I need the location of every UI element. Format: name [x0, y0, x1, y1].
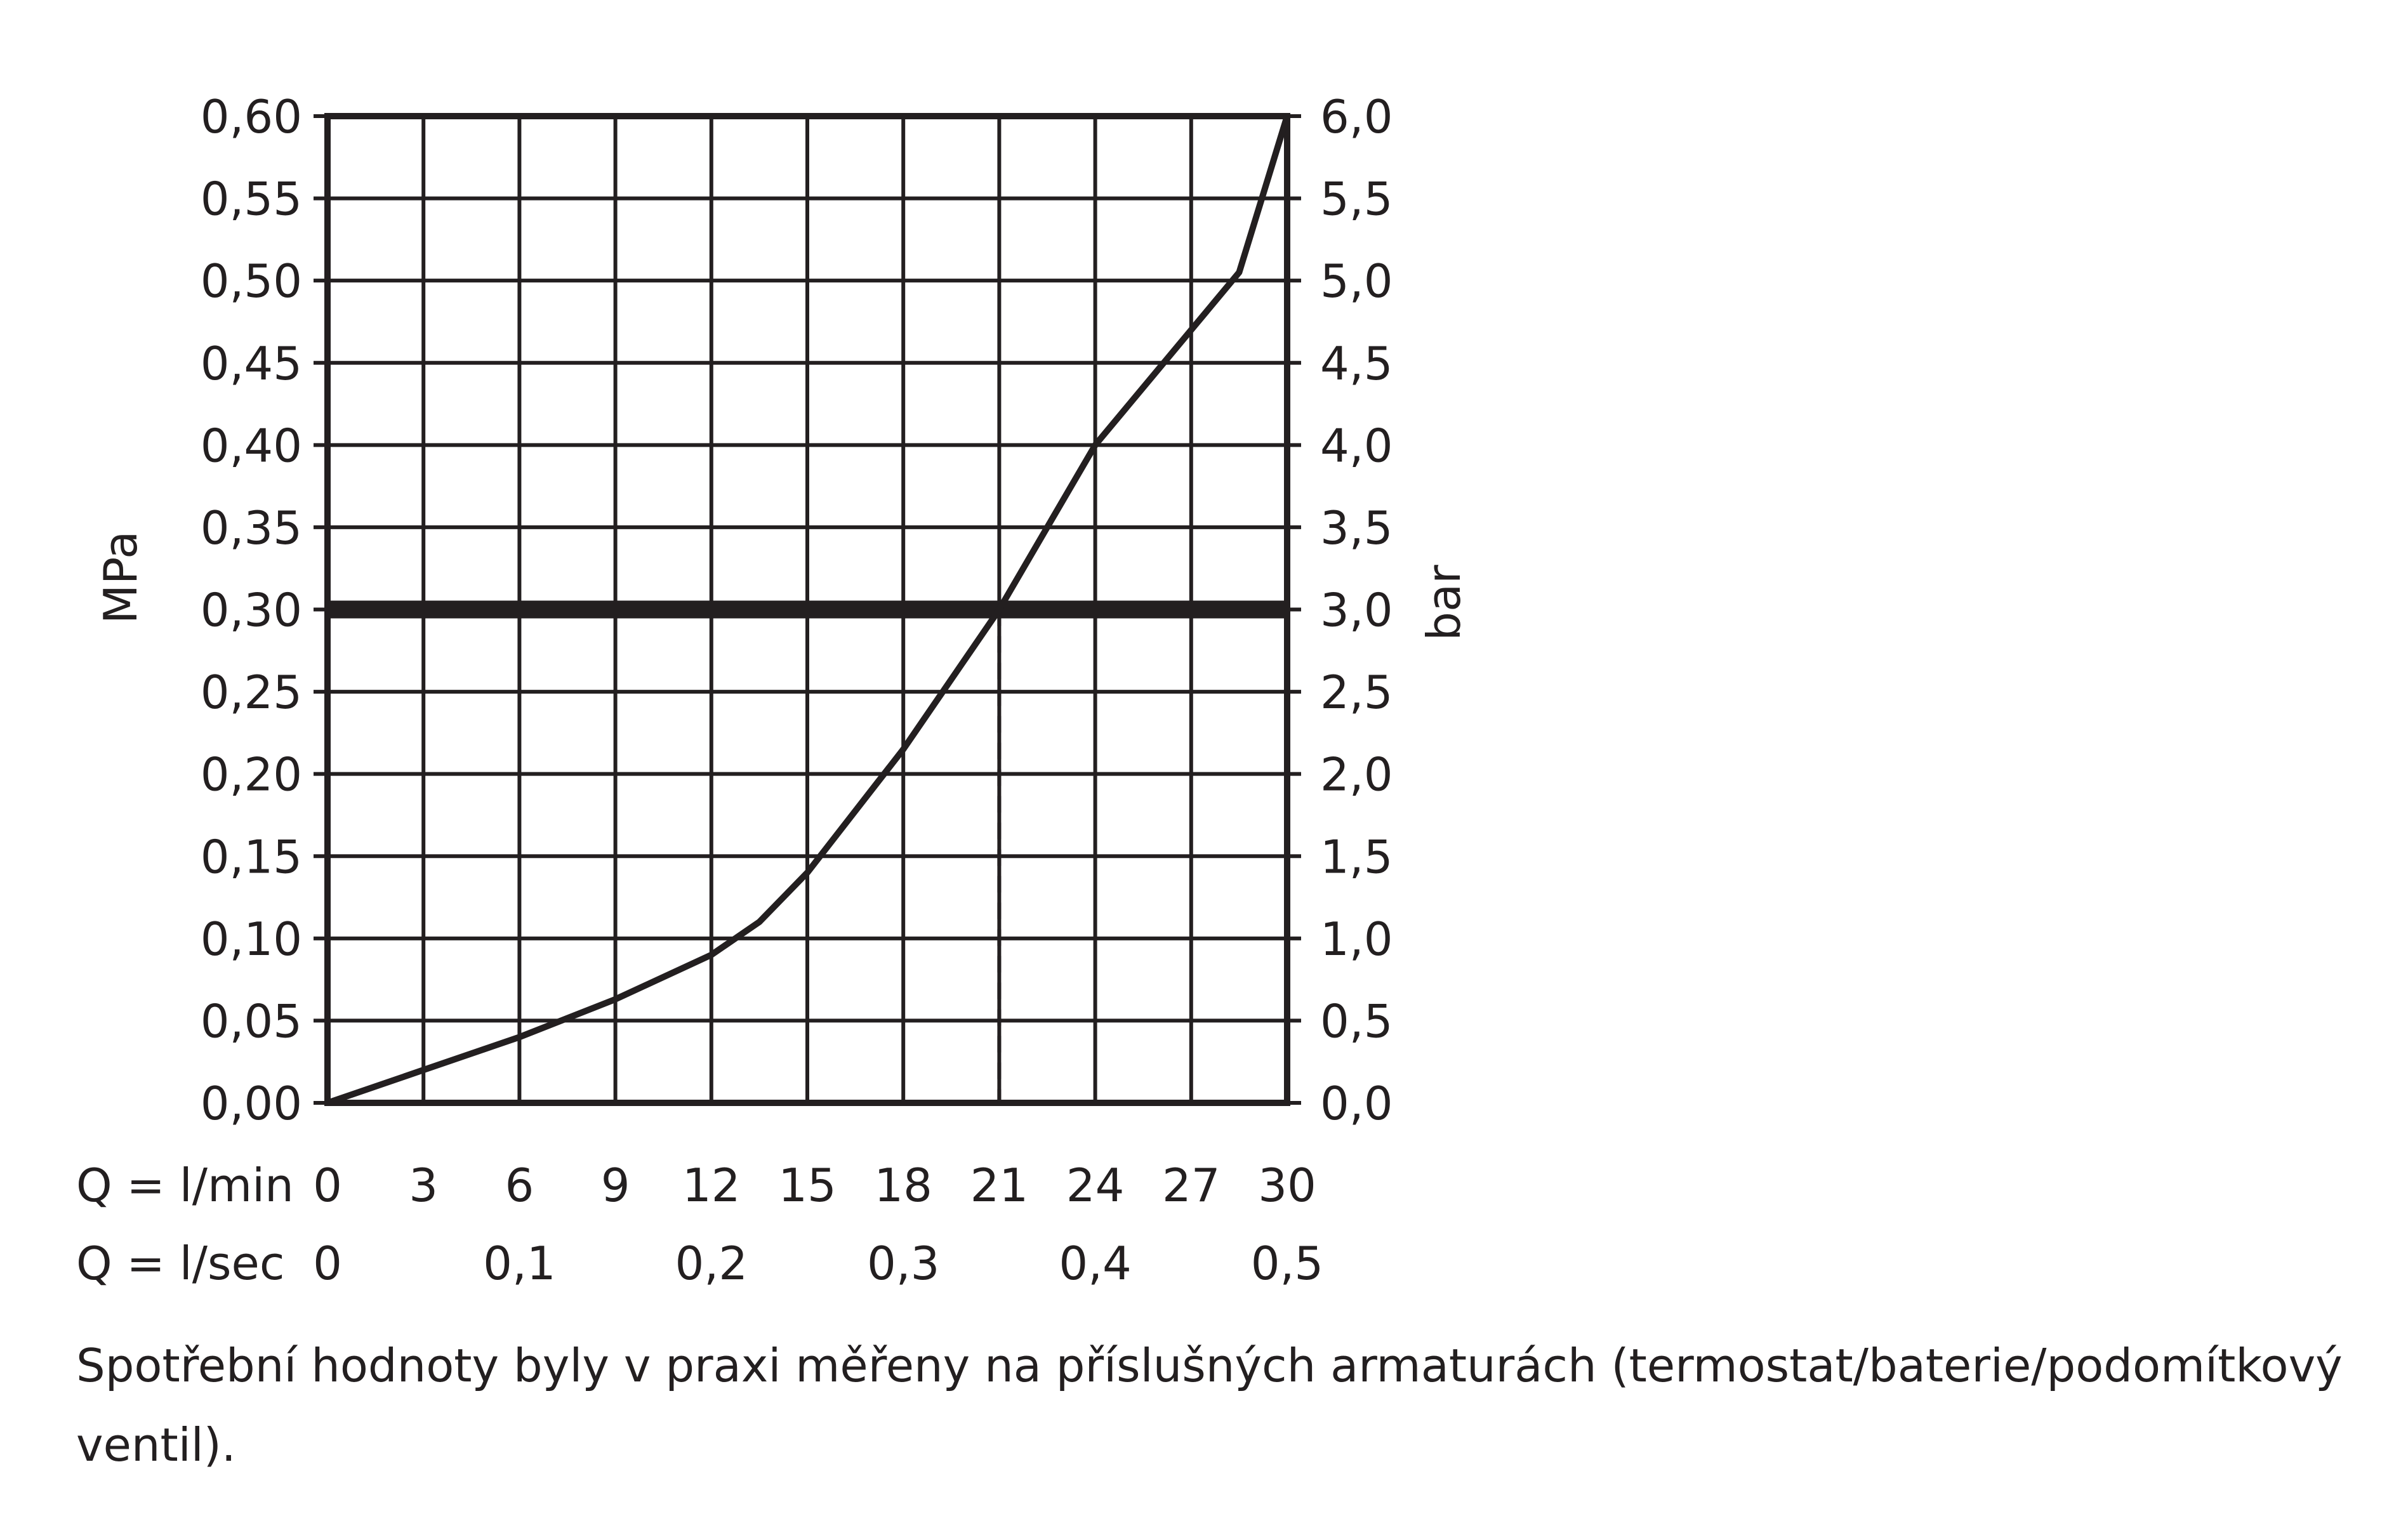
x-lsec-tick-label: 0,3	[867, 1237, 940, 1290]
y-left-tick-label: 0,00	[201, 1077, 302, 1130]
y-left-tick-label: 0,20	[201, 748, 302, 801]
y-right-tick-label: 5,5	[1320, 173, 1393, 226]
y-right-tick-label: 4,5	[1320, 337, 1393, 390]
y-left-tick-labels: 0,00 0,05 0,10 0,15 0,20 0,25 0,30 0,35 0,40 0,45…	[201, 90, 302, 1130]
x-lmin-tick-labels: 0 3 6 9 12 15 18 21 24 27 30	[313, 1159, 1316, 1212]
x-lsec-tick-labels: 0 0,1 0,2 0,3 0,4 0,5	[313, 1237, 1323, 1290]
y-right-tick-label: 5,0	[1320, 254, 1393, 308]
y-right-tick-label: 3,5	[1320, 501, 1393, 555]
x-lmin-tick-label: 12	[682, 1159, 741, 1212]
y-left-tick-label: 0,05	[201, 994, 302, 1048]
y-right-tick-label: 6,0	[1320, 90, 1393, 143]
x-lmin-tick-label: 0	[313, 1159, 342, 1212]
y-left-tick-label: 0,30	[201, 584, 302, 637]
y-left-tick-label: 0,15	[201, 830, 302, 883]
x-lmin-tick-label: 24	[1066, 1159, 1125, 1212]
x-lmin-tick-label: 6	[505, 1159, 534, 1212]
series-line	[326, 115, 1290, 1106]
y-right-tick-label: 0,0	[1320, 1077, 1393, 1130]
y-right-tick-label: 2,0	[1320, 748, 1393, 801]
x-lsec-tick-label: 0,2	[675, 1237, 748, 1290]
x-lmin-tick-label: 30	[1258, 1159, 1316, 1212]
y-right-tick-label: 1,5	[1320, 830, 1393, 883]
y-left-tick-label: 0,40	[201, 419, 302, 472]
x-lmin-tick-label: 18	[874, 1159, 932, 1212]
x-lmin-tick-label: 9	[601, 1159, 630, 1212]
y-right-tick-label: 4,0	[1320, 419, 1393, 472]
y-right-tick-label: 3,0	[1320, 584, 1393, 637]
x-lsec-axis-label: Q = l/sec	[76, 1237, 284, 1290]
x-lmin-axis-label: Q = l/min	[76, 1159, 294, 1212]
y-right-tick-label: 0,5	[1320, 994, 1393, 1048]
y-right-axis-label: bar	[1417, 565, 1471, 641]
y-left-tick-label: 0,50	[201, 254, 302, 308]
y-left-tick-label: 0,10	[201, 912, 302, 966]
y-left-tick-label: 0,25	[201, 666, 302, 719]
y-right-tick-label: 2,5	[1320, 666, 1393, 719]
caption-text: Spotřební hodnoty byly v praxi měřeny na…	[76, 1339, 2343, 1472]
x-lsec-tick-label: 0,5	[1251, 1237, 1324, 1290]
y-left-axis-label: MPa	[94, 531, 147, 624]
x-lmin-tick-label: 3	[409, 1159, 438, 1212]
x-lmin-tick-label: 27	[1162, 1159, 1221, 1212]
x-lmin-tick-label: 21	[970, 1159, 1029, 1212]
y-left-tick-label: 0,35	[201, 501, 302, 555]
pressure-flow-chart: 0,000,050,100,150,200,250,300,350,400,45…	[76, 90, 1471, 1290]
y-right-tick-label: 1,0	[1320, 912, 1393, 966]
y-right-tick-labels: 0,0 0,5 1,0 1,5 2,0 2,5 3,0 3,5 4,0 4,5 5,0 5,5 6,0	[1320, 90, 1393, 1130]
x-lsec-tick-label: 0,4	[1059, 1237, 1132, 1290]
x-lmin-tick-label: 15	[778, 1159, 837, 1212]
y-left-tick-label: 0,55	[201, 173, 302, 226]
x-lsec-tick-label: 0	[313, 1237, 342, 1290]
y-left-tick-label: 0,45	[201, 337, 302, 390]
x-lsec-tick-label: 0,1	[483, 1237, 556, 1290]
y-left-tick-label: 0,60	[201, 90, 302, 143]
